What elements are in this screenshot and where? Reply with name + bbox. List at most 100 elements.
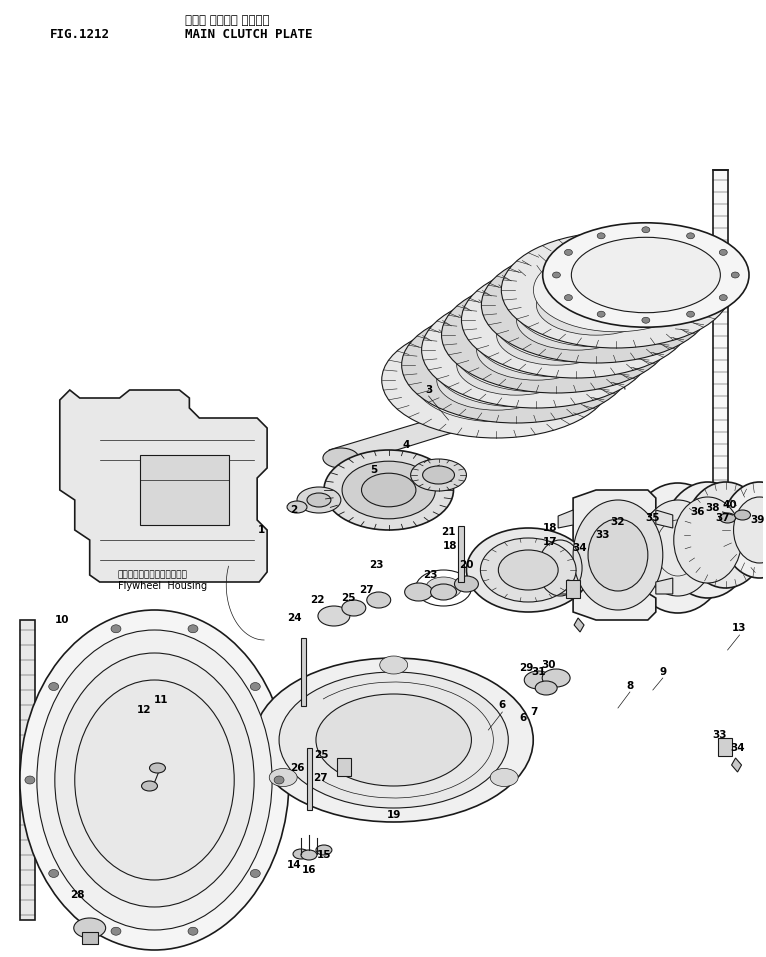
Text: 16: 16 (302, 865, 316, 875)
Text: 2: 2 (290, 505, 298, 515)
Ellipse shape (421, 292, 651, 408)
Ellipse shape (573, 500, 663, 610)
Ellipse shape (662, 482, 754, 598)
Text: 29: 29 (519, 663, 533, 673)
Ellipse shape (493, 278, 659, 362)
Ellipse shape (401, 307, 631, 423)
Text: 10: 10 (54, 615, 69, 625)
Text: 12: 12 (137, 705, 152, 715)
Text: 21: 21 (441, 527, 456, 537)
Ellipse shape (362, 473, 416, 507)
Text: メイン クラッチ プレート: メイン クラッチ プレート (185, 14, 270, 27)
Text: 13: 13 (732, 623, 747, 633)
Ellipse shape (411, 459, 466, 491)
Text: 17: 17 (543, 537, 558, 547)
Polygon shape (656, 510, 673, 528)
Ellipse shape (367, 592, 391, 608)
Text: 7: 7 (531, 707, 538, 717)
Text: 25: 25 (314, 750, 328, 760)
Text: 31: 31 (531, 667, 545, 677)
Text: 36: 36 (690, 507, 705, 517)
Ellipse shape (686, 233, 695, 239)
Ellipse shape (293, 849, 309, 859)
Text: 8: 8 (627, 681, 633, 691)
Ellipse shape (55, 653, 254, 907)
Text: 9: 9 (660, 667, 666, 677)
Text: MAIN CLUTCH PLATE: MAIN CLUTCH PLATE (185, 28, 313, 41)
Text: 24: 24 (286, 613, 301, 623)
Bar (139, 455, 229, 525)
Polygon shape (558, 578, 573, 594)
Polygon shape (712, 170, 728, 510)
Bar (566, 580, 580, 598)
Ellipse shape (524, 671, 552, 689)
Ellipse shape (324, 450, 453, 530)
Text: 14: 14 (286, 860, 301, 870)
Ellipse shape (542, 669, 570, 687)
Ellipse shape (571, 237, 720, 313)
Ellipse shape (188, 625, 198, 633)
Ellipse shape (481, 247, 711, 363)
Ellipse shape (565, 295, 572, 300)
Ellipse shape (49, 870, 59, 878)
Polygon shape (20, 620, 35, 920)
Ellipse shape (426, 577, 461, 599)
Text: 33: 33 (712, 730, 727, 740)
Ellipse shape (454, 576, 479, 592)
Ellipse shape (686, 311, 695, 317)
Ellipse shape (674, 497, 741, 583)
Ellipse shape (535, 681, 557, 695)
Text: 32: 32 (611, 517, 625, 527)
Text: 3: 3 (425, 385, 432, 395)
Bar (718, 738, 732, 756)
Text: Flywheel  Housing: Flywheel Housing (118, 581, 207, 591)
Ellipse shape (473, 293, 639, 377)
Ellipse shape (254, 658, 533, 822)
Ellipse shape (499, 550, 558, 590)
Ellipse shape (307, 493, 331, 507)
Ellipse shape (250, 870, 260, 878)
Polygon shape (656, 578, 673, 594)
Text: 28: 28 (70, 890, 85, 900)
Text: 23: 23 (369, 560, 384, 570)
Ellipse shape (142, 781, 158, 791)
Ellipse shape (597, 311, 605, 317)
Ellipse shape (597, 233, 605, 239)
Ellipse shape (441, 277, 671, 393)
Ellipse shape (588, 519, 648, 591)
Text: 27: 27 (313, 773, 329, 783)
Ellipse shape (316, 845, 332, 855)
Bar (82, 932, 98, 944)
Ellipse shape (287, 501, 307, 513)
Ellipse shape (501, 232, 731, 348)
Ellipse shape (480, 538, 576, 602)
Text: 38: 38 (705, 503, 720, 513)
Ellipse shape (49, 682, 59, 691)
Text: フライホイール・ハウジング: フライホイール・ハウジング (118, 570, 188, 579)
Ellipse shape (430, 584, 457, 600)
Ellipse shape (732, 272, 739, 278)
Ellipse shape (719, 295, 727, 300)
Ellipse shape (466, 528, 590, 612)
Text: 4: 4 (403, 440, 411, 450)
Text: 15: 15 (316, 850, 331, 860)
Ellipse shape (111, 625, 121, 633)
Text: 35: 35 (646, 513, 660, 523)
Text: 27: 27 (359, 585, 374, 595)
Ellipse shape (461, 262, 691, 378)
Ellipse shape (20, 610, 289, 950)
Ellipse shape (74, 918, 106, 938)
Ellipse shape (476, 320, 596, 380)
Ellipse shape (437, 350, 556, 411)
Ellipse shape (735, 510, 751, 520)
Ellipse shape (556, 260, 676, 321)
Bar (459, 526, 464, 582)
Ellipse shape (536, 275, 656, 335)
Ellipse shape (533, 248, 699, 332)
Ellipse shape (496, 305, 616, 366)
Ellipse shape (516, 290, 636, 350)
Bar (337, 758, 351, 776)
Text: 26: 26 (290, 763, 304, 773)
Ellipse shape (642, 317, 650, 323)
Ellipse shape (404, 583, 433, 601)
